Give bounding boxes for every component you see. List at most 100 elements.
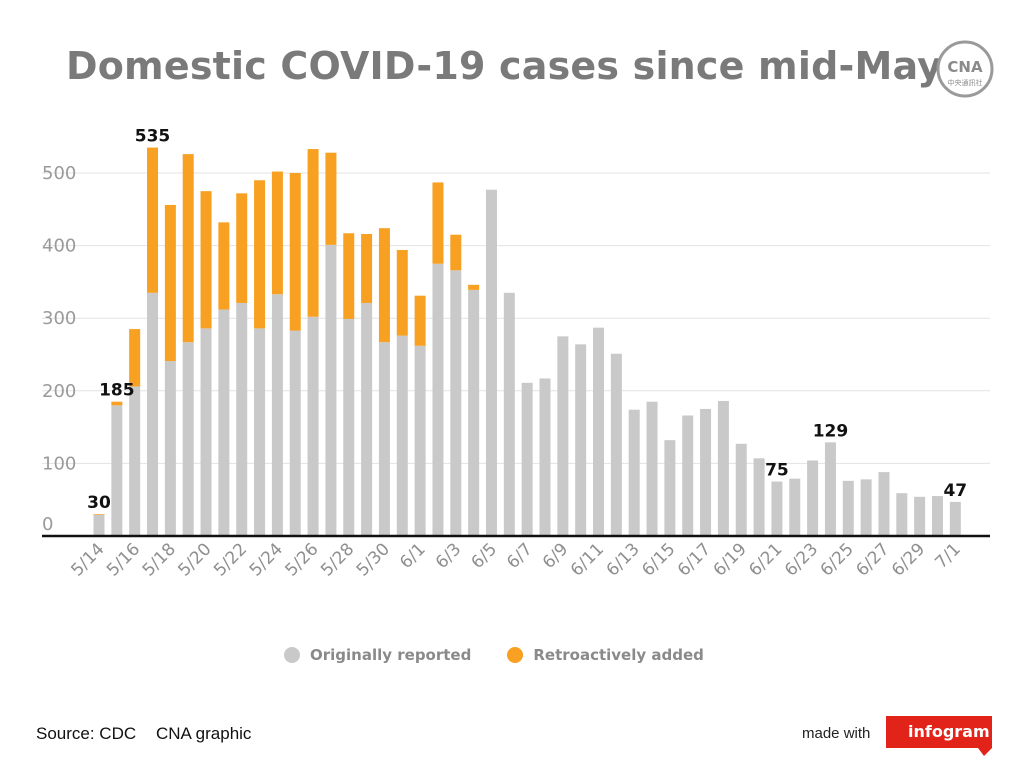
bar-retro-6-4 — [468, 284, 480, 290]
bar-original-6-12 — [610, 353, 622, 536]
bar-original-6-23 — [807, 460, 819, 536]
bar-original-5-23 — [254, 328, 266, 536]
bar-original-6-4 — [468, 289, 480, 536]
x-tick-label-6-5: 6/5 — [468, 539, 501, 572]
x-tick-label-5-18: 5/18 — [139, 539, 180, 580]
bar-original-5-16 — [129, 386, 141, 536]
data-label-6-21: 75 — [765, 461, 789, 481]
bar-original-6-16 — [682, 415, 694, 536]
bar-original-6-22 — [789, 478, 801, 536]
x-tick-label-6-25: 6/25 — [817, 539, 858, 580]
logo-text: CNA — [947, 58, 983, 76]
bar-original-6-21 — [771, 481, 783, 536]
data-labels: 30 185 535 75 129 47 — [87, 127, 967, 514]
x-tick-label-5-24: 5/24 — [246, 539, 287, 580]
bar-original-6-24 — [824, 442, 836, 536]
bar-retro-5-20 — [200, 191, 212, 329]
data-label-5-17: 535 — [135, 127, 171, 147]
bar-original-5-30 — [378, 342, 390, 536]
bar-original-6-15 — [664, 440, 676, 536]
bar-original-5-28 — [343, 318, 355, 536]
x-tick-label-6-3: 6/3 — [432, 539, 465, 572]
bar-original-6-1 — [414, 345, 426, 536]
legend-label-retro: Retroactively added — [533, 646, 704, 664]
bar-retro-5-23 — [254, 180, 266, 329]
legend-dot-original — [284, 647, 300, 663]
x-tick-label-6-7: 6/7 — [503, 539, 536, 572]
bar-original-6-25 — [842, 480, 854, 536]
x-tick-label-6-23: 6/23 — [781, 539, 822, 580]
bar-original-5-25 — [289, 330, 301, 536]
bar-retro-5-15 — [111, 401, 123, 406]
bar-original-6-8 — [539, 378, 551, 536]
cna-logo: CNA 中央通訊社 — [936, 40, 994, 98]
bar-original-6-11 — [593, 327, 605, 536]
y-tick-label-0: 0 — [42, 514, 53, 535]
bar-original-5-19 — [182, 342, 194, 536]
bar-original-6-20 — [753, 458, 765, 536]
logo-subtext: 中央通訊社 — [948, 78, 983, 87]
bar-retro-5-24 — [271, 171, 283, 295]
x-tick-label-6-29: 6/29 — [888, 539, 929, 580]
x-tick-label-5-26: 5/26 — [281, 539, 322, 580]
x-tick-label-6-1: 6/1 — [396, 539, 429, 572]
data-label-5-15: 185 — [99, 381, 135, 401]
made-with-text: made with — [802, 725, 871, 742]
y-tick-label-100: 100 — [42, 453, 76, 474]
credit-note: CNA graphic — [156, 724, 252, 743]
legend-item-original: Originally reported — [284, 646, 471, 664]
x-tick-label-5-14: 5/14 — [67, 539, 108, 580]
bar-original-5-24 — [271, 294, 283, 536]
legend-item-retro: Retroactively added — [507, 646, 704, 664]
x-tick-label-7-1: 7/1 — [931, 539, 964, 572]
x-tick-label-6-19: 6/19 — [710, 539, 751, 580]
legend-dot-retro — [507, 647, 524, 663]
bar-retro-5-16 — [129, 329, 141, 387]
bars — [93, 147, 961, 536]
bar-original-6-9 — [557, 336, 569, 536]
bar-original-5-17 — [147, 292, 159, 536]
y-axis: 0 100 200 300 400 500 — [42, 163, 76, 535]
bar-original-6-10 — [575, 344, 587, 536]
bar-retro-6-1 — [414, 295, 426, 346]
x-tick-label-5-28: 5/28 — [317, 539, 358, 580]
bar-retro-5-30 — [378, 228, 390, 343]
bar-original-6-30 — [931, 496, 943, 536]
x-tick-label-6-11: 6/11 — [567, 539, 608, 580]
bar-retro-5-27 — [325, 152, 337, 245]
bar-original-6-3 — [450, 270, 462, 536]
x-tick-label-6-13: 6/13 — [603, 539, 644, 580]
y-tick-label-400: 400 — [42, 236, 76, 257]
y-tick-label-200: 200 — [42, 381, 76, 402]
x-tick-label-6-15: 6/15 — [638, 539, 679, 580]
bar-original-5-31 — [396, 335, 408, 536]
bar-original-5-18 — [164, 361, 176, 536]
bar-retro-5-28 — [343, 233, 355, 319]
bar-original-6-28 — [896, 493, 908, 536]
bar-retro-5-22 — [236, 193, 248, 303]
bar-original-6-27 — [878, 472, 890, 536]
infogram-badge[interactable] — [886, 716, 992, 756]
bar-original-6-6 — [503, 292, 515, 536]
bar-retro-5-17 — [147, 147, 159, 293]
bar-original-5-21 — [218, 309, 230, 536]
bar-retro-5-14 — [93, 514, 105, 515]
bar-original-6-18 — [717, 400, 729, 536]
bar-original-5-22 — [236, 302, 248, 536]
bar-retro-5-26 — [307, 149, 319, 317]
x-axis: 5/145/165/185/205/225/245/265/285/30 6/1 6… — [42, 534, 990, 581]
bar-original-5-14 — [93, 514, 105, 536]
bar-retro-5-19 — [182, 154, 194, 343]
bar-retro-5-31 — [396, 249, 408, 336]
bar-original-6-26 — [860, 479, 872, 536]
infogram-brand[interactable]: infogram — [908, 722, 990, 741]
bar-original-6-2 — [432, 263, 444, 536]
bar-original-7-1 — [949, 501, 961, 536]
data-label-7-1: 47 — [943, 481, 967, 501]
legend: Originally reported Retroactively added — [284, 646, 704, 664]
x-tick-label-6-17: 6/17 — [674, 539, 715, 580]
gridlines — [42, 172, 990, 464]
bar-retro-5-29 — [361, 233, 373, 303]
x-tick-label-5-20: 5/20 — [174, 539, 215, 580]
